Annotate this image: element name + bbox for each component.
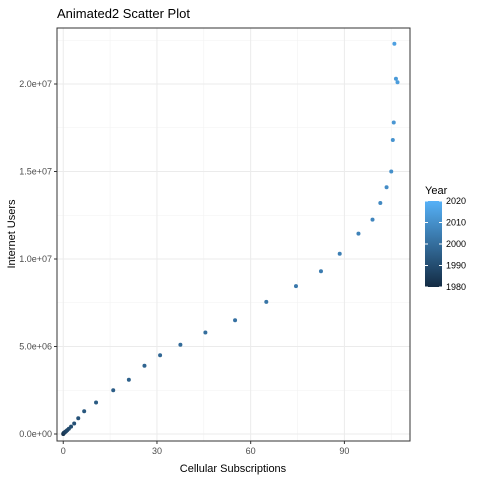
data-point (318, 269, 323, 274)
data-point (384, 185, 389, 190)
legend-label: 2010 (446, 218, 466, 228)
y-tick-label: 1.5e+07 (19, 167, 52, 177)
legend-label: 1990 (446, 261, 466, 271)
data-point (370, 217, 375, 222)
legend-label: 2000 (446, 239, 466, 249)
legend: Year 1980 1990 2000 2010 2020 (425, 185, 466, 292)
data-point (72, 421, 77, 426)
y-tick-label: 5.0e+06 (19, 342, 52, 352)
grid (57, 28, 410, 441)
x-tick-label: 90 (339, 446, 349, 456)
data-point (356, 231, 361, 236)
plot-panel (56, 27, 411, 442)
data-point (390, 138, 395, 142)
x-axis-title: Cellular Subscriptions (180, 463, 287, 475)
data-point (82, 409, 87, 414)
data-point (391, 120, 396, 125)
legend-colorbar (425, 201, 442, 287)
x-tick-label: 30 (152, 446, 162, 456)
data-point (111, 388, 116, 393)
y-tick-label: 0.0e+00 (19, 429, 52, 439)
legend-label: 1980 (446, 282, 466, 292)
data-point (126, 377, 131, 382)
y-axis-title: Internet Users (6, 199, 18, 269)
data-point (264, 299, 269, 304)
data-point (389, 169, 394, 174)
data-point (76, 416, 81, 421)
data-point (378, 201, 383, 205)
data-point (178, 342, 183, 347)
y-axis: 0.0e+00 5.0e+06 1.0e+07 1.5e+07 2.0e+07 (19, 79, 57, 439)
data-point (233, 318, 238, 323)
data-point (142, 363, 147, 368)
data-point (393, 76, 398, 81)
y-tick-label: 1.0e+07 (19, 254, 52, 264)
data-point (94, 400, 99, 405)
data-point (293, 284, 298, 289)
data-point (69, 424, 74, 429)
data-point (203, 330, 208, 335)
x-tick-label: 60 (246, 446, 256, 456)
legend-title: Year (425, 185, 448, 197)
legend-label: 2020 (446, 196, 466, 206)
data-point (158, 353, 163, 358)
data-point (392, 41, 397, 46)
x-axis: 0 30 60 90 (61, 441, 349, 456)
data-point (395, 80, 400, 85)
data-point (337, 251, 342, 256)
plot-title: Animated2 Scatter Plot (57, 6, 190, 21)
y-tick-label: 2.0e+07 (19, 79, 52, 89)
x-tick-label: 0 (61, 446, 66, 456)
data-points (61, 41, 400, 436)
